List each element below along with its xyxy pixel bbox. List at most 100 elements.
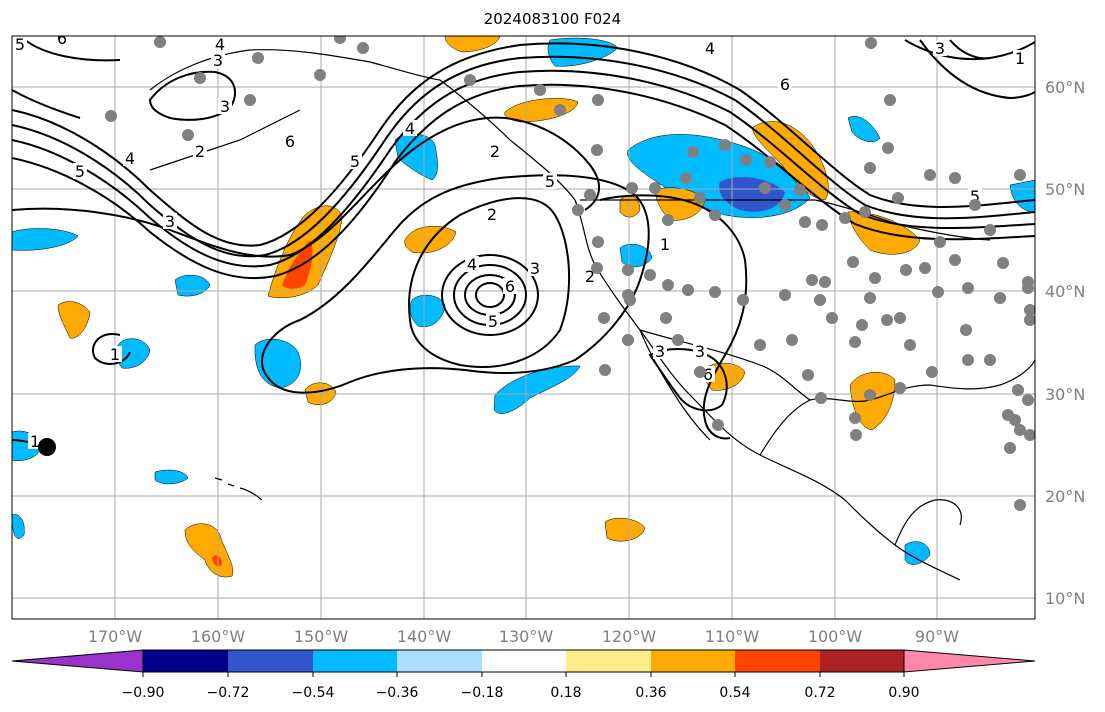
fill-orange-region <box>57 301 91 339</box>
station-dot <box>719 139 731 151</box>
station-dot <box>598 312 610 324</box>
station-dot <box>682 284 694 296</box>
station-dot <box>815 392 827 404</box>
latitude-labels: 10°N 20°N 30°N 40°N 50°N 60°N <box>1045 78 1085 608</box>
colorbar-tick-label: −0.18 <box>461 685 504 701</box>
colorbar-segment <box>482 650 566 672</box>
contour-line <box>504 117 600 211</box>
station-dot <box>900 264 912 276</box>
station-dot <box>819 276 831 288</box>
station-dot <box>334 36 346 44</box>
fill-orange-region <box>619 195 641 218</box>
station-dot <box>660 312 672 324</box>
colorbar-segment <box>651 650 735 672</box>
station-dot <box>464 74 476 86</box>
colorbar-tick-label: 0.72 <box>804 685 835 701</box>
contour-label: 3 <box>935 39 945 58</box>
contour-label-bg <box>13 36 27 52</box>
contour-label: 6 <box>57 29 67 48</box>
colorbar-frame <box>142 649 905 673</box>
contour-label-bg <box>503 278 517 294</box>
station-dot <box>591 144 603 156</box>
lon-tick-label: 150°W <box>294 627 349 646</box>
contour-label: 6 <box>285 132 295 151</box>
colorbar-segment <box>313 650 397 672</box>
contour-label: 4 <box>467 255 477 274</box>
station-dot <box>1022 276 1034 288</box>
contour-line <box>408 197 571 368</box>
colorbar-tick-label: 0.18 <box>550 685 581 701</box>
graticule <box>12 36 1035 619</box>
fill-orange-region <box>504 98 579 123</box>
station-dot <box>694 366 706 378</box>
station-dot <box>584 189 596 201</box>
station-dot <box>680 172 692 184</box>
colorbar-segment <box>820 650 904 672</box>
contour-label-bg <box>213 36 227 52</box>
station-dot <box>969 199 981 211</box>
station-dot <box>1014 424 1026 436</box>
lon-tick-label: 160°W <box>191 627 246 646</box>
contour-line <box>949 39 991 60</box>
contour-label-bg <box>693 343 707 359</box>
contour-label: 3 <box>220 97 230 116</box>
gulf-coast <box>759 359 1035 456</box>
station-dot <box>694 192 706 204</box>
fill-orange-region <box>751 121 829 201</box>
colorbar-segment <box>735 650 820 672</box>
station-dot <box>1024 314 1035 326</box>
station-dot <box>740 154 752 166</box>
station-dot <box>960 324 972 336</box>
contour-label-bg <box>658 236 672 252</box>
contour-label-bg <box>73 163 87 179</box>
lat-tick-label: 40°N <box>1045 282 1085 301</box>
contour-label-bg <box>465 256 479 272</box>
contour-label-bg <box>968 188 982 204</box>
contour-label: 2 <box>487 205 497 224</box>
station-dot <box>1014 499 1026 511</box>
station-dot <box>672 334 684 346</box>
station-dot <box>712 419 724 431</box>
baja-california <box>639 329 711 441</box>
station-dot <box>1024 429 1035 441</box>
station-dot <box>592 94 604 106</box>
contour-label: 3 <box>655 342 665 361</box>
north-america-west-coast <box>439 79 961 581</box>
contour-label: 3 <box>213 51 223 70</box>
contour-label: 2 <box>585 267 595 286</box>
contour-label-bg <box>163 213 177 229</box>
station-dot <box>934 236 946 248</box>
contour-label-bg <box>348 153 362 169</box>
station-dot <box>816 219 828 231</box>
contour-label: 1 <box>660 235 670 254</box>
station-dot <box>1009 414 1021 426</box>
station-markers <box>105 36 1035 511</box>
contour-label-bg <box>778 76 792 92</box>
station-dot <box>850 429 862 441</box>
station-dot <box>799 216 811 228</box>
station-dot <box>864 162 876 174</box>
contour-label: 4 <box>125 149 135 168</box>
contour-line <box>12 42 1035 247</box>
contour-label: 5 <box>15 35 25 54</box>
colorbar-segment <box>397 650 482 672</box>
colorbar-segment <box>228 650 313 672</box>
contour-label-bg <box>193 143 207 159</box>
fill-orange-region <box>184 523 234 578</box>
contour-label: 1 <box>110 345 120 364</box>
contour-label: 3 <box>165 212 175 231</box>
fill-blue-region <box>394 133 438 181</box>
station-dot <box>194 72 206 84</box>
station-dot <box>984 354 996 366</box>
lat-tick-label: 10°N <box>1045 589 1085 608</box>
fill-orange-region <box>404 225 457 254</box>
contour-label: 4 <box>705 39 715 58</box>
station-dot <box>1004 442 1016 454</box>
station-dot <box>894 312 906 324</box>
lon-tick-label: 110°W <box>705 627 760 646</box>
contour-label: 5 <box>545 172 555 191</box>
station-dot <box>764 156 776 168</box>
colorbar-tick-label: −0.90 <box>122 685 165 701</box>
